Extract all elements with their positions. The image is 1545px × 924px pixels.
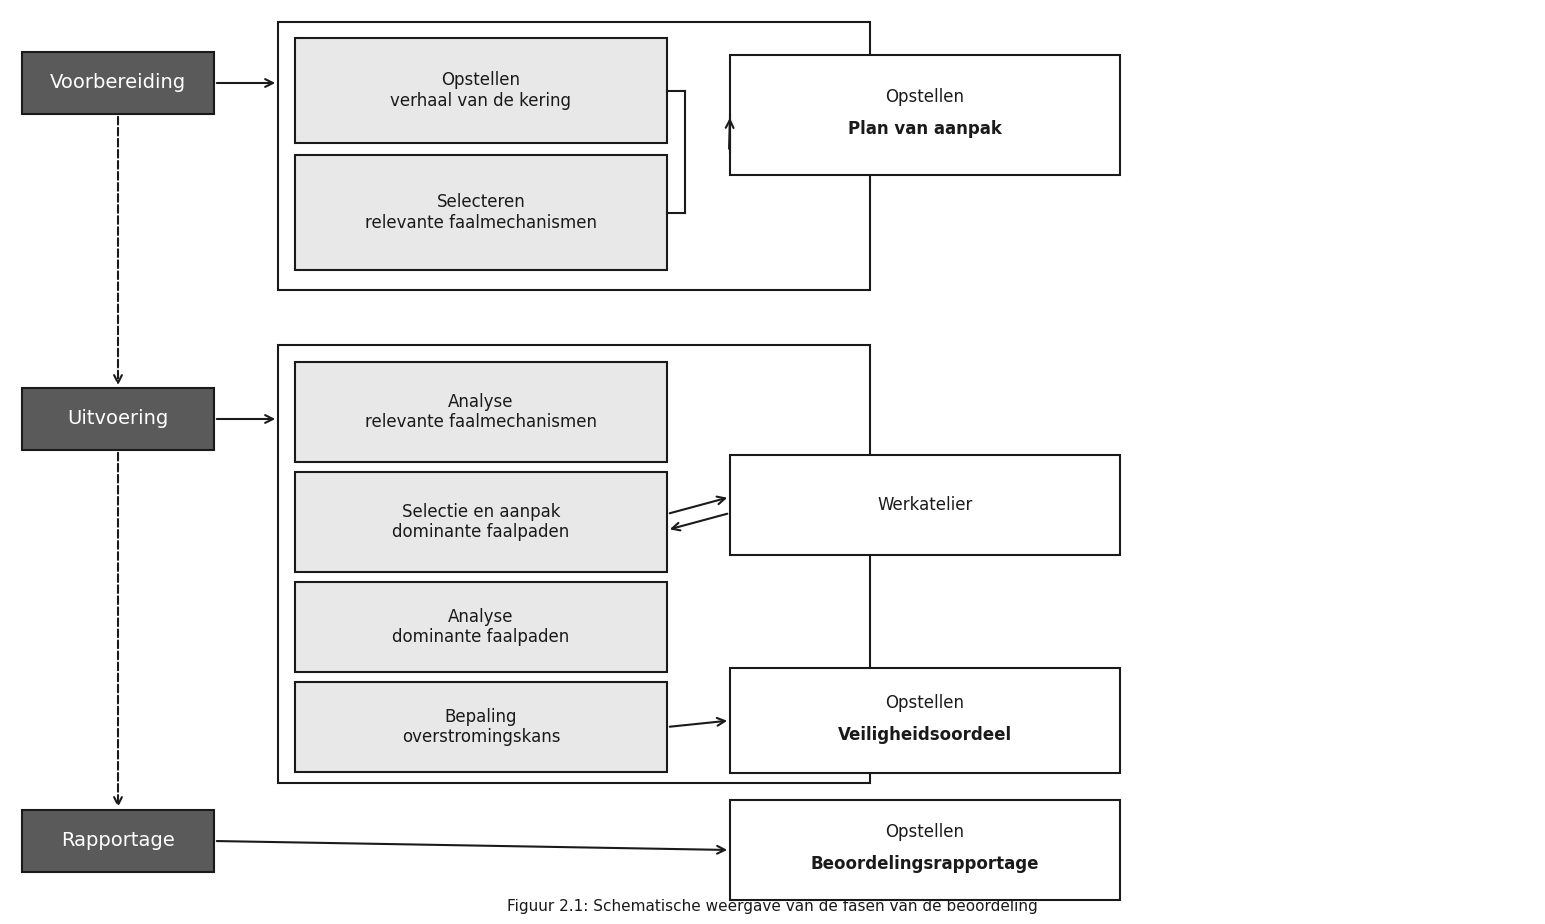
Text: Opstellen: Opstellen xyxy=(885,694,964,711)
Text: Opstellen
verhaal van de kering: Opstellen verhaal van de kering xyxy=(391,71,572,110)
Bar xyxy=(22,52,215,114)
Bar xyxy=(295,38,667,143)
Bar xyxy=(295,362,667,462)
Text: Beoordelingsrapportage: Beoordelingsrapportage xyxy=(811,855,1040,873)
Text: Analyse
relevante faalmechanismen: Analyse relevante faalmechanismen xyxy=(365,393,596,432)
Text: Selecteren
relevante faalmechanismen: Selecteren relevante faalmechanismen xyxy=(365,193,596,232)
Text: Uitvoering: Uitvoering xyxy=(68,409,168,429)
Text: Selectie en aanpak
dominante faalpaden: Selectie en aanpak dominante faalpaden xyxy=(392,503,570,541)
Text: Voorbereiding: Voorbereiding xyxy=(49,74,185,92)
Text: Bepaling
overstromingskans: Bepaling overstromingskans xyxy=(402,708,561,747)
Bar xyxy=(729,800,1120,900)
Text: Opstellen: Opstellen xyxy=(885,88,964,106)
Bar xyxy=(22,388,215,450)
Text: Rapportage: Rapportage xyxy=(62,832,175,850)
Bar xyxy=(22,810,215,872)
Bar xyxy=(278,22,870,290)
Bar xyxy=(278,345,870,783)
Text: Werkatelier: Werkatelier xyxy=(878,496,973,514)
Bar xyxy=(295,682,667,772)
Bar xyxy=(729,55,1120,175)
Text: Analyse
dominante faalpaden: Analyse dominante faalpaden xyxy=(392,608,570,647)
Text: Plan van aanpak: Plan van aanpak xyxy=(848,120,1003,138)
Text: Opstellen: Opstellen xyxy=(885,823,964,841)
Bar xyxy=(295,472,667,572)
Text: Veiligheidsoordeel: Veiligheidsoordeel xyxy=(837,725,1012,744)
Bar xyxy=(729,668,1120,773)
Bar xyxy=(295,582,667,672)
Bar xyxy=(729,455,1120,555)
Text: Figuur 2.1: Schematische weergave van de fasen van de beoordeling: Figuur 2.1: Schematische weergave van de… xyxy=(507,899,1038,914)
Bar xyxy=(295,155,667,270)
